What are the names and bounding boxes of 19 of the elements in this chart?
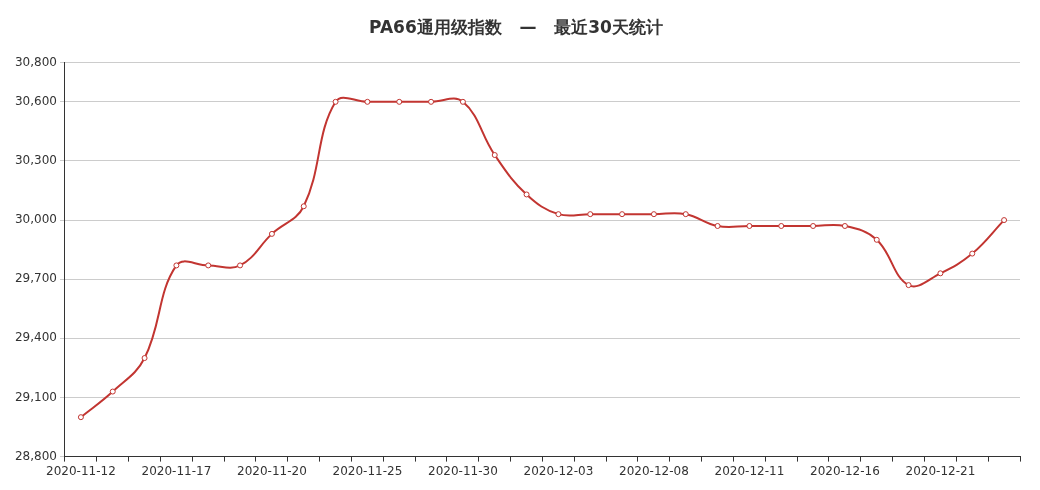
x-tick-label: 2020-12-03 [523, 463, 594, 478]
x-tick-label: 2020-12-11 [714, 463, 785, 478]
x-tick-label: 2020-12-21 [905, 463, 976, 478]
x-tick-label: 2020-11-25 [332, 463, 403, 478]
x-tick-label: 2020-11-17 [141, 463, 212, 478]
x-tick-label: 2020-11-30 [428, 463, 498, 478]
y-tick-label: 30,300 [14, 153, 57, 168]
y-tick-label: 30,800 [14, 54, 57, 69]
x-tick-label: 2020-11-12 [46, 463, 116, 478]
y-tick-label: 28,800 [14, 448, 57, 463]
x-tick-label: 2020-11-20 [237, 463, 307, 478]
y-tick-label: 30,000 [14, 212, 57, 227]
y-tick-label: 30,600 [14, 93, 57, 108]
x-tick-label: 2020-12-16 [810, 463, 880, 478]
y-tick-label: 29,400 [14, 330, 57, 345]
chart-title: PA66通用级指数 — 最近30天统计 [369, 16, 663, 37]
x-tick-label: 2020-12-08 [619, 463, 689, 478]
y-tick-label: 29,100 [14, 389, 57, 404]
y-tick-label: 29,700 [14, 271, 57, 286]
